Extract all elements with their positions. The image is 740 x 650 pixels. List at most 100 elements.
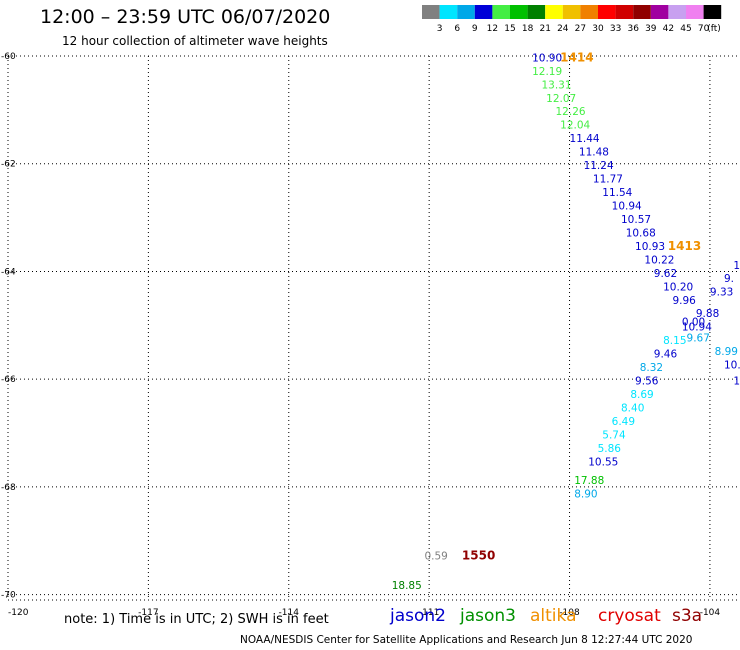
data-point-label: 12.19 xyxy=(532,66,562,78)
legend-label: 33 xyxy=(610,24,621,34)
data-point-label: 9.96 xyxy=(672,295,696,307)
data-point-label: 9.46 xyxy=(654,349,678,361)
x-tick-label: -120 xyxy=(8,608,29,618)
y-tick-label: -70 xyxy=(1,591,16,601)
legend-swatch xyxy=(562,5,581,19)
data-point-label: 0.00 xyxy=(682,316,705,328)
legend-swatch xyxy=(527,5,546,19)
legend-label: 70 xyxy=(698,24,710,34)
data-point-label: 10.94 xyxy=(682,322,712,334)
footer-note: note: 1) Time is in UTC; 2) SWH is in fe… xyxy=(64,612,329,627)
data-point-label: 10.55 xyxy=(588,456,618,468)
sat-s3a: s3a xyxy=(672,606,703,626)
chart-title: 12:00 – 23:59 UTC 06/07/2020 xyxy=(40,6,331,28)
legend-label: 6 xyxy=(454,24,460,34)
data-point-label: 9.62 xyxy=(654,268,677,280)
data-point-label: 12.07 xyxy=(546,93,576,105)
data-point-label: 6.49 xyxy=(612,416,635,428)
legend-label: 39 xyxy=(645,24,657,34)
legend-swatch xyxy=(545,5,563,19)
track-time-label: 1414 xyxy=(560,50,593,64)
x-tick-label: -114 xyxy=(279,608,300,618)
y-tick-label: -64 xyxy=(1,267,16,277)
data-point-label: 11.44 xyxy=(570,133,600,145)
data-point-label: 11.77 xyxy=(593,174,623,186)
legend-swatch xyxy=(686,5,704,19)
data-point-label: 5.86 xyxy=(598,443,622,455)
data-point-label: 12.04 xyxy=(560,120,590,132)
data-point-label: 13.31 xyxy=(541,79,571,91)
legend-swatch xyxy=(650,5,669,19)
data-point-label: 10.22 xyxy=(644,254,674,266)
data-point-label: 8.40 xyxy=(621,402,644,414)
annotations: 1414 1413 1550 xyxy=(462,50,701,562)
legend-label: 24 xyxy=(557,24,569,34)
color-legend: 3 6 9 12 15 18 21 24 27 30 33 36 39 42 45 70(ft) xyxy=(422,5,722,34)
legend-swatch xyxy=(703,5,722,19)
data-point-label: 9.67 xyxy=(687,332,710,344)
data-point-label: 12.26 xyxy=(556,106,586,118)
data-point-label: 8.90 xyxy=(574,489,597,501)
data-point-label: 10.90 xyxy=(532,52,562,64)
sat-cryosat: cryosat xyxy=(598,606,661,626)
data-point-label: 5.74 xyxy=(602,429,626,441)
legend-label: 12 xyxy=(487,24,498,34)
legend-label: 18 xyxy=(522,24,534,34)
legend-unit: (ft) xyxy=(707,24,721,34)
x-tick-label: -108 xyxy=(559,608,580,618)
legend-label: 36 xyxy=(627,24,639,34)
legend-label: 45 xyxy=(680,24,691,34)
legend-swatch xyxy=(598,5,616,19)
data-point-label: 10.57 xyxy=(621,214,651,226)
legend-swatch xyxy=(492,5,510,19)
y-tick-label: -66 xyxy=(1,375,16,385)
data-point-label: 10 xyxy=(733,260,740,272)
legend-label: 15 xyxy=(504,24,515,34)
sat-jason2: jason2 xyxy=(390,606,446,626)
data-point-label: 1 xyxy=(733,376,740,388)
legend-label: 9 xyxy=(472,24,478,34)
legend-label: 21 xyxy=(539,24,550,34)
data-point-label: 10.94 xyxy=(612,201,642,213)
legend-swatch xyxy=(633,5,651,19)
data-point-label: 8.69 xyxy=(630,389,653,401)
data-point-label: 10.20 xyxy=(663,281,693,293)
data-point-label: 11.24 xyxy=(584,160,614,172)
x-tick-label: -104 xyxy=(700,608,721,618)
legend-swatch xyxy=(422,5,440,19)
data-point-label: 10.0 xyxy=(724,359,740,371)
x-tick-label: -117 xyxy=(138,608,158,618)
data-point-label: 8.32 xyxy=(640,362,663,374)
data-point-label: 18.85 xyxy=(392,580,422,592)
grid xyxy=(7,55,738,601)
legend-label: 3 xyxy=(437,24,443,34)
legend-swatch xyxy=(510,5,528,19)
data-point-label: 9. xyxy=(724,273,734,285)
legend-swatch xyxy=(474,5,493,19)
legend-label: 42 xyxy=(663,24,674,34)
y-tick-label: -68 xyxy=(1,483,16,493)
track-time-label: 1413 xyxy=(668,239,701,253)
sat-altika: altika xyxy=(530,606,577,626)
axes: -120 -117 -114 -111 -108 -104 -60 -62 -64 -66 -68 -… xyxy=(1,52,720,618)
y-tick-label: -62 xyxy=(1,160,16,170)
data-point-label: 10.93 xyxy=(635,241,665,253)
x-tick-label: -111 xyxy=(419,608,439,618)
footer-credit: NOAA/NESDIS Center for Satellite Applica… xyxy=(240,634,693,646)
data-point-label: 11.48 xyxy=(579,147,609,159)
legend-swatch xyxy=(668,5,686,19)
data-point-label: 11.54 xyxy=(602,187,632,199)
data-point-label: 9.56 xyxy=(635,376,659,388)
data-point-label: 8.15 xyxy=(663,335,686,347)
legend-swatch xyxy=(457,5,475,19)
legend-swatch xyxy=(439,5,458,19)
data-point-label: 8.99 xyxy=(715,346,738,358)
data-point-label: 17.88 xyxy=(574,475,604,487)
data-point-label: 9.33 xyxy=(710,287,733,299)
data-point-label: 0.59 xyxy=(424,551,447,563)
legend-label: 27 xyxy=(575,24,586,34)
sat-jason3: jason3 xyxy=(460,606,516,626)
chart-subtitle: 12 hour collection of altimeter wave hei… xyxy=(62,34,328,48)
